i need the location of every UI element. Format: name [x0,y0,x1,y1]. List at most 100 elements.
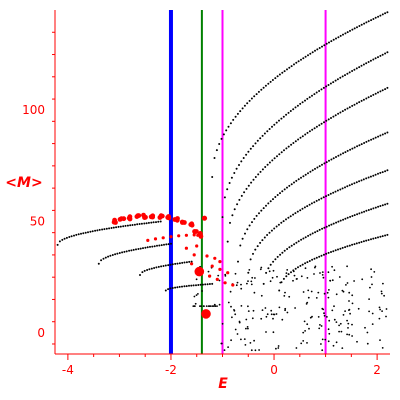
black-point-curve-8 [334,190,337,193]
black-point-curve-8 [353,182,356,185]
black-point-curve-6 [318,124,321,127]
black-point-curve-6 [299,136,302,139]
black-point-curve-7 [314,167,316,170]
black-point-curve-10 [304,262,307,265]
black-point-cloud [276,275,278,278]
black-point-curve-10 [325,252,328,255]
black-point-curve-6 [236,203,239,206]
black-point-curve-3 [206,283,209,286]
black-point-curve-5 [301,101,304,104]
black-point-curve-7 [351,147,354,150]
black-point-cloud [250,283,253,286]
black-point-curve-4 [339,34,342,37]
black-point-curve-1 [128,249,131,252]
black-point-curve-7 [335,156,337,158]
black-point-curve-0 [110,227,113,229]
black-point-cloud [277,347,280,349]
black-point-cloud [309,316,312,319]
black-point-cloud [306,277,309,279]
black-point-curve-6 [370,95,372,98]
red-point [226,271,230,275]
black-point-curve-5 [360,64,363,67]
black-point-curve-5 [256,139,259,142]
black-point-curve-10 [315,256,318,259]
black-point-cloud [275,313,278,315]
black-point-curve-2 [183,261,186,264]
black-point-curve-9 [353,214,356,217]
black-point-curve-1 [151,245,154,248]
black-point-curve-5 [285,113,288,116]
black-point-curve-1 [116,252,119,255]
black-point-cloud [361,278,364,281]
black-point-curve-10 [322,253,325,256]
black-point-curve-0 [143,222,146,225]
red-point [153,237,158,241]
black-point-curve-10 [294,267,297,270]
black-point-cloud [195,278,198,281]
black-point-cloud [236,281,239,284]
black-point-curve-7 [274,196,277,198]
black-point-curve-10 [346,245,349,248]
black-point-cloud [259,268,262,271]
black-point-cloud [218,279,221,282]
black-point-cloud [302,331,305,334]
black-point-cloud [203,305,205,307]
black-point-cloud [250,349,253,352]
black-point-curve-6 [365,97,368,100]
black-point-curve-6 [339,111,342,114]
black-point-curve-0 [124,224,127,227]
black-point-curve-5 [339,76,342,79]
black-point-curve-7 [360,143,363,146]
black-point-curve-0 [98,228,101,231]
black-point-cloud [313,273,315,275]
black-point-curve-10 [308,260,311,262]
black-point-curve-7 [251,221,253,224]
black-point-curve-5 [372,58,375,61]
black-point-curve-0 [75,233,78,236]
black-point-curve-5 [348,71,351,74]
black-point-cloud [271,276,274,279]
black-point-curve-6 [377,91,379,94]
black-point-curve-8 [318,198,320,201]
red-point [177,234,181,238]
black-point-curve-4 [314,49,316,52]
black-point-curve-8 [292,213,295,216]
black-point-cloud [318,327,321,330]
black-point-curve-8 [268,231,271,234]
black-point-curve-8 [365,177,368,180]
black-point-curve-4 [260,88,263,91]
black-point-curve-6 [355,102,358,105]
black-point-curve-9 [288,246,291,249]
black-point-curve-8 [322,196,325,199]
black-point-cloud [205,305,208,307]
black-point-curve-4 [286,68,288,71]
black-point-cloud [331,309,334,312]
black-point-curve-0 [152,221,155,224]
black-point-curve-1 [158,244,161,247]
black-point-cloud [260,266,263,269]
black-point-cloud [348,333,351,336]
black-point-curve-3 [208,283,211,285]
black-point-cloud [247,327,249,330]
black-point-curve-4 [229,122,232,125]
x-axis-title: E [218,376,228,392]
black-point-curve-0 [157,220,160,223]
black-point-cloud [333,305,335,308]
black-point-curve-9 [295,241,298,244]
black-point-cloud [385,308,388,310]
black-point-curve-10 [297,266,299,269]
black-point-curve-6 [384,88,387,91]
black-point-curve-7 [353,146,356,149]
black-point-cloud [351,302,354,305]
black-point-curve-9 [309,233,312,236]
black-point-curve-6 [330,117,332,119]
black-point-curve-6 [290,143,293,146]
black-point-curve-3 [183,285,186,288]
black-point-curve-3 [169,287,172,290]
black-point-curve-7 [253,217,256,220]
black-point-curve-1 [100,259,103,262]
black-point-curve-9 [349,215,352,218]
black-point-curve-4 [213,157,216,159]
black-point-cloud [335,293,338,296]
black-point-cloud [370,276,373,278]
